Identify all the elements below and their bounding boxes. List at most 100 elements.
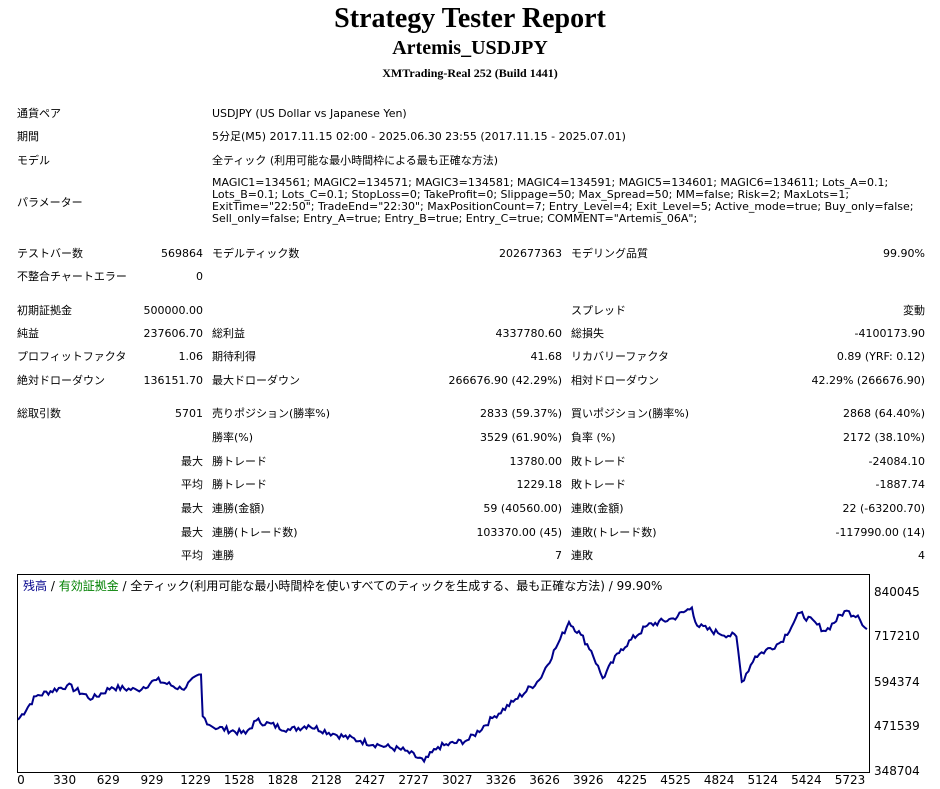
largest-loss-value: -24084.10 — [868, 455, 925, 468]
ticks-value: 202677363 — [499, 247, 562, 260]
loss-rate-label: 負率 (%) — [571, 431, 616, 444]
x-tick-label: 5424 — [791, 773, 822, 787]
abs-drawdown-value: 136151.70 — [143, 374, 204, 387]
x-tick-label: 3326 — [485, 773, 517, 787]
max-cons-profit-value: 103370.00 (45) — [476, 526, 562, 539]
total-trades-value: 5701 — [175, 407, 203, 420]
ticks-label: モデルティック数 — [212, 247, 300, 260]
x-tick-label: 2427 — [354, 773, 386, 787]
y-tick-label: 348704 — [874, 764, 920, 778]
avg-word: 平均 — [181, 478, 203, 491]
quality-label: モデリング品質 — [571, 247, 648, 260]
x-tick-label: 4525 — [660, 773, 691, 787]
x-tick-label: 929 — [140, 773, 164, 787]
symbol-label: 通貨ペア — [17, 107, 61, 120]
max-cons-wins-value: 59 (40560.00) — [483, 502, 562, 515]
deposit-label: 初期証拠金 — [17, 304, 72, 317]
params-value: MAGIC1=134561; MAGIC2=134571; MAGIC3=134… — [212, 176, 914, 225]
balance-line — [17, 605, 868, 764]
recovery-factor-label: リカバリーファクタ — [571, 350, 669, 363]
max-cons-losses-value: 22 (-63200.70) — [842, 502, 925, 515]
max-cons-lossamt-value: -117990.00 (14) — [835, 526, 925, 539]
quality-value: 99.90% — [883, 247, 925, 260]
x-tick-label: 330 — [53, 773, 77, 787]
y-tick-label: 471539 — [874, 719, 920, 733]
profit-factor-value: 1.06 — [178, 350, 204, 363]
avg-cons-wins-label: 連勝 — [212, 549, 234, 562]
spread-label: スプレッド — [571, 304, 626, 317]
win-rate-label: 勝率(%) — [212, 431, 254, 444]
x-tick-label: 629 — [96, 773, 120, 787]
recovery-factor-value: 0.89 (YRF: 0.12) — [836, 350, 925, 363]
spread-value: 変動 — [903, 304, 925, 317]
largest-win-label: 勝トレード — [212, 455, 267, 468]
bars-label: テストバー数 — [17, 247, 83, 260]
y-tick-label: 594374 — [874, 675, 920, 689]
x-tick-label: 4824 — [703, 773, 735, 787]
legend-equity: 有効証拠金 — [58, 579, 119, 593]
expert-name: Artemis_USDJPY — [392, 37, 548, 59]
max-cons-lossamt-label: 連敗(トレード数) — [571, 526, 657, 539]
report-title: Strategy Tester Report — [334, 3, 606, 34]
abs-drawdown-label: 絶対ドローダウン — [17, 374, 105, 387]
long-positions-label: 買いポジション(勝率%) — [571, 407, 690, 420]
x-tick-label: 3626 — [529, 773, 560, 787]
x-tick-label: 2128 — [311, 773, 342, 787]
rel-drawdown-label: 相対ドローダウン — [571, 374, 659, 387]
win-rate-value: 3529 (61.90%) — [479, 431, 562, 444]
x-tick-label: 5124 — [747, 773, 778, 787]
max-word-2: 最大 — [181, 502, 203, 515]
net-profit-value: 237606.70 — [143, 327, 204, 340]
balance-chart-plot — [17, 605, 868, 764]
legend-balance: 残高 — [23, 579, 48, 593]
y-tick-label: 840045 — [874, 585, 920, 599]
model-value: 全ティック (利用可能な最小時間枠による最も正確な方法) — [212, 154, 499, 167]
expected-payoff-value: 41.68 — [530, 350, 563, 363]
model-label: モデル — [17, 154, 50, 167]
avg-loss-value: -1887.74 — [875, 478, 925, 491]
short-positions-value: 2833 (59.37%) — [479, 407, 562, 420]
avg-win-value: 1229.18 — [516, 478, 563, 491]
deposit-value: 500000.00 — [143, 304, 204, 317]
avg-word-2: 平均 — [181, 549, 203, 562]
expected-payoff-label: 期待利得 — [212, 350, 256, 363]
x-tick-label: 0 — [17, 773, 25, 787]
avg-cons-wins-value: 7 — [555, 549, 562, 562]
x-tick-label: 5723 — [834, 773, 866, 787]
y-tick-label: 717210 — [874, 629, 920, 643]
mismatch-value: 0 — [196, 270, 203, 283]
x-tick-label: 1229 — [180, 773, 211, 787]
loss-rate-value: 2172 (38.10%) — [842, 431, 925, 444]
chart-legend: 残高 / 有効証拠金 / 全ティック(利用可能な最小時間枠を使いすべてのティック… — [23, 577, 662, 594]
avg-win-label: 勝トレード — [212, 478, 267, 491]
balance-chart — [17, 574, 870, 773]
period-label: 期間 — [17, 130, 39, 143]
legend-sep: / — [47, 579, 59, 593]
largest-loss-label: 敗トレード — [571, 455, 626, 468]
x-tick-label: 3926 — [572, 773, 604, 787]
symbol-value: USDJPY (US Dollar vs Japanese Yen) — [212, 107, 407, 120]
x-tick-label: 4225 — [616, 773, 648, 787]
server-build: XMTrading-Real 252 (Build 1441) — [382, 66, 558, 80]
mismatch-label: 不整合チャートエラー — [17, 270, 127, 283]
long-positions-value: 2868 (64.40%) — [842, 407, 925, 420]
x-tick-label: 1528 — [223, 773, 255, 787]
max-cons-losses-label: 連敗(金額) — [571, 502, 624, 515]
rel-drawdown-value: 42.29% (266676.90) — [811, 374, 925, 387]
avg-cons-losses-label: 連敗 — [571, 549, 593, 562]
max-word-3: 最大 — [181, 526, 203, 539]
profit-factor-label: プロフィットファクタ — [17, 350, 127, 363]
largest-win-value: 13780.00 — [509, 455, 563, 468]
gross-profit-label: 総利益 — [212, 327, 245, 340]
x-tick-label: 2727 — [398, 773, 429, 787]
max-drawdown-value: 266676.90 (42.29%) — [448, 374, 562, 387]
avg-cons-losses-value: 4 — [918, 549, 925, 562]
short-positions-label: 売りポジション(勝率%) — [212, 407, 331, 420]
gross-loss-value: -4100173.90 — [854, 327, 925, 340]
params-label: パラメーター — [17, 196, 83, 209]
legend-rest: / 全ティック(利用可能な最小時間枠を使いすべてのティックを生成する、最も正確な… — [118, 579, 663, 593]
bars-value: 569864 — [161, 247, 203, 260]
gross-profit-value: 4337780.60 — [495, 327, 562, 340]
net-profit-label: 純益 — [17, 327, 39, 340]
max-cons-profit-label: 連勝(トレード数) — [212, 526, 298, 539]
